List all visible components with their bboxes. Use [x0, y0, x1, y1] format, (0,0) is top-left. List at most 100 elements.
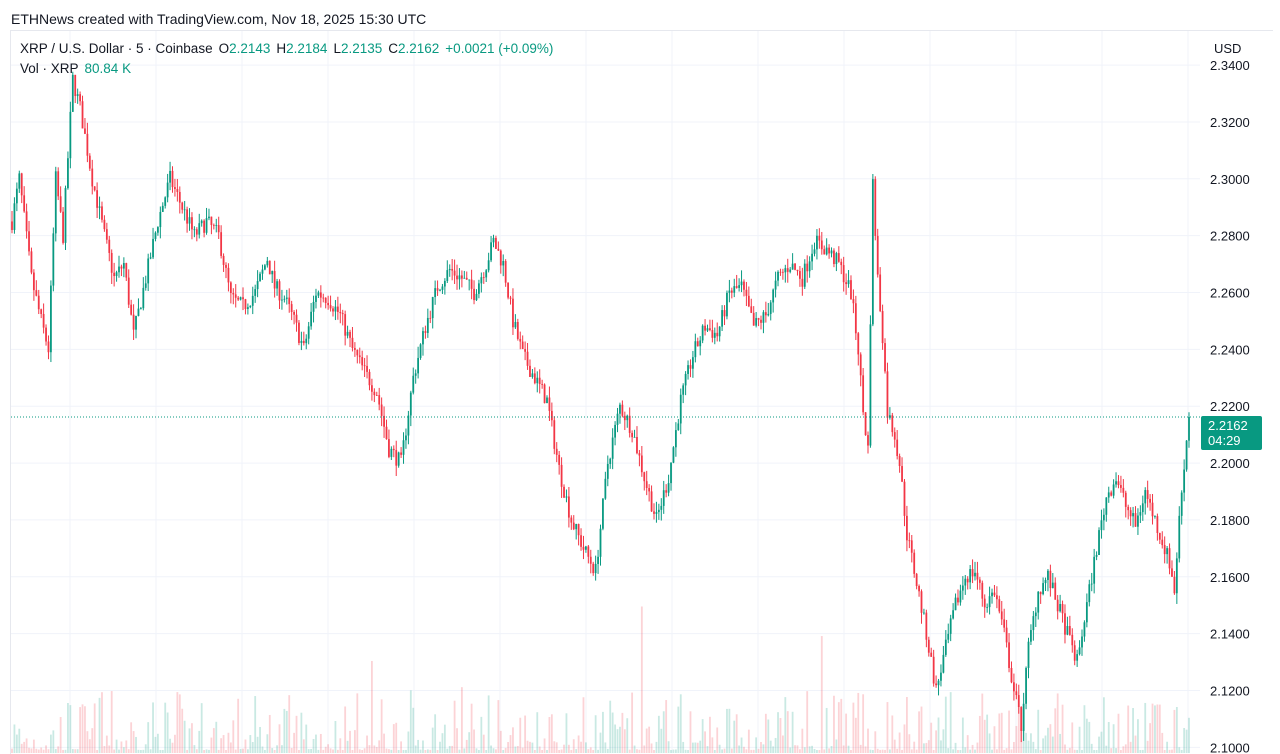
- candle-body: [550, 410, 553, 421]
- candle-body: [132, 314, 135, 330]
- volume-bar: [616, 729, 619, 753]
- volume-label[interactable]: Vol · XRP: [20, 61, 79, 76]
- volume-bar: [132, 731, 135, 753]
- volume-bar: [927, 740, 930, 753]
- candle-body: [881, 311, 884, 344]
- candle-body: [696, 341, 699, 347]
- volume-bar: [567, 744, 570, 753]
- volume-bar: [210, 737, 213, 753]
- candle-body: [1054, 582, 1057, 600]
- candle-body: [589, 556, 592, 564]
- price-tick-label: 2.1000: [1210, 740, 1250, 753]
- candle-body: [298, 322, 300, 343]
- volume-bar: [295, 715, 298, 753]
- candle-body: [307, 326, 310, 339]
- volume-bar: [988, 733, 991, 753]
- volume-bar: [774, 737, 777, 753]
- volume-bar: [251, 742, 254, 753]
- volume-bar: [521, 747, 524, 753]
- volume-bar: [626, 718, 629, 753]
- volume-bar: [757, 748, 760, 753]
- candle-body: [232, 293, 235, 295]
- volume-bar: [526, 740, 529, 753]
- chart-frame: [10, 30, 1273, 754]
- candle-body: [42, 313, 45, 328]
- volume-bar: [781, 735, 784, 753]
- candle-body: [1180, 492, 1183, 516]
- volume-bar: [730, 748, 733, 753]
- candle-body: [1059, 604, 1062, 612]
- candle-body: [636, 436, 638, 454]
- volume-bar: [857, 692, 860, 753]
- volume-bar: [772, 746, 775, 753]
- volume-bar: [149, 749, 152, 753]
- candle-body: [738, 285, 741, 288]
- volume-bar: [242, 748, 244, 753]
- candle-body: [1027, 641, 1030, 668]
- volume-bar: [154, 736, 157, 753]
- candle-body: [191, 217, 193, 230]
- volume-bar: [546, 749, 548, 753]
- volume-bar: [81, 704, 84, 753]
- volume-bar: [837, 702, 840, 753]
- volume-bar: [1056, 693, 1059, 753]
- volume-bar: [414, 745, 417, 753]
- volume-bar: [380, 699, 383, 753]
- volume-bar: [254, 696, 257, 753]
- candle-body: [1120, 485, 1122, 488]
- candle-body: [1149, 498, 1151, 503]
- volume-bar: [1037, 709, 1040, 753]
- candle-body: [295, 314, 298, 323]
- candle-body: [349, 331, 351, 338]
- volume-bar: [1168, 749, 1171, 753]
- volume-bar: [1042, 738, 1044, 753]
- candle-body: [594, 563, 597, 574]
- volume-bar: [1129, 741, 1132, 753]
- candle-body: [120, 266, 123, 269]
- legend-change: +0.0021 (+0.09%): [445, 41, 554, 56]
- candle-body: [852, 299, 855, 304]
- volume-bar: [555, 742, 558, 753]
- volume-bar: [409, 690, 412, 753]
- volume-bar: [407, 731, 410, 753]
- volume-bar: [628, 749, 631, 753]
- volume-bar: [920, 706, 923, 753]
- candle-body: [62, 211, 64, 243]
- candle-body: [643, 472, 646, 482]
- candle-body: [336, 306, 339, 312]
- legend-symbol[interactable]: XRP / U.S. Dollar · 5 · Coinbase: [20, 41, 213, 56]
- candle-body: [760, 319, 762, 323]
- currency-label[interactable]: USD: [1214, 41, 1242, 56]
- candle-body: [915, 573, 918, 587]
- volume-bar: [888, 749, 891, 753]
- volume-bar: [436, 750, 439, 753]
- candle-body: [864, 412, 867, 436]
- candle-body: [521, 341, 524, 350]
- volume-bar: [884, 749, 886, 753]
- candle-body: [203, 220, 206, 233]
- volume-bar: [1017, 707, 1020, 753]
- candle-body: [174, 187, 176, 190]
- volume-bar: [961, 717, 964, 753]
- volume-bar: [419, 749, 422, 753]
- volume-bar: [1032, 741, 1035, 753]
- volume-bar: [1127, 705, 1130, 753]
- volume-bar: [20, 743, 23, 753]
- candle-body: [220, 232, 223, 256]
- volume-bar: [733, 720, 736, 753]
- candle-body: [1017, 695, 1020, 708]
- volume-bar: [966, 735, 969, 753]
- volume-bar: [942, 729, 945, 753]
- volume-bar: [670, 749, 672, 753]
- volume-bar: [161, 750, 164, 753]
- volume-bar: [395, 722, 398, 753]
- candle-body: [509, 297, 512, 299]
- volume-bar: [589, 747, 592, 753]
- candle-body: [332, 308, 334, 312]
- candle-body: [1175, 558, 1178, 594]
- candle-body: [857, 333, 860, 355]
- candle-body: [619, 404, 621, 414]
- candle-body: [621, 404, 624, 416]
- volume-bar: [310, 749, 313, 753]
